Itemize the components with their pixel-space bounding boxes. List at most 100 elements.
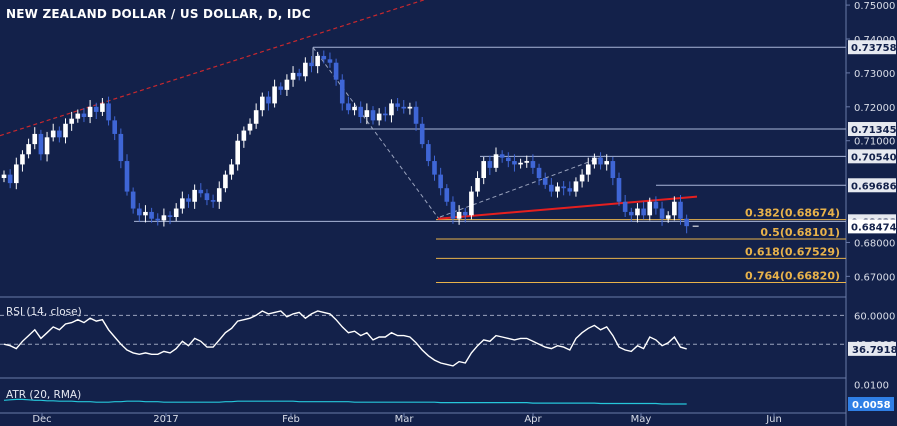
candle-body: [401, 106, 407, 109]
candle-body: [549, 184, 554, 192]
candle-body: [524, 161, 530, 163]
candle-body: [38, 133, 44, 155]
candle-body: [635, 208, 640, 216]
price-tag-label: 0.69686: [851, 181, 897, 192]
candle-body: [290, 72, 296, 80]
candle-body: [450, 201, 456, 219]
candle-body: [180, 198, 185, 209]
candle-body: [647, 201, 653, 216]
fib-level-label: 0.764(0.66820): [745, 269, 840, 282]
price-tick-label: 0.71000: [854, 137, 895, 148]
candle-body: [567, 188, 573, 192]
candle-body: [487, 161, 493, 168]
candle-body: [518, 162, 523, 165]
candle-body: [561, 186, 566, 189]
price-tag-box: [848, 122, 896, 137]
fib-level-label: 0.5(0.68101): [760, 226, 840, 239]
candle-body: [204, 193, 210, 201]
rsi-line: [3, 310, 687, 367]
candle-body: [678, 201, 683, 219]
candle-body: [346, 103, 351, 111]
candle-body: [44, 137, 50, 155]
candle-body: [641, 208, 646, 216]
atr-label: ATR (20, RMA): [6, 389, 82, 401]
candle-body: [579, 174, 585, 182]
candle-body: [339, 79, 345, 104]
candle-body: [327, 59, 333, 63]
candle-body: [161, 215, 167, 221]
candle-body: [173, 208, 179, 218]
price-tick-label: 0.72000: [854, 103, 895, 114]
fib-level-label: 0.618(0.67529): [745, 245, 840, 258]
candle-body: [284, 79, 290, 90]
candle-body: [296, 72, 302, 77]
candle-body: [112, 120, 117, 134]
time-tick-label: May: [631, 414, 652, 425]
candle-body: [506, 157, 511, 162]
candle-body: [100, 103, 105, 112]
candle-body: [659, 208, 665, 219]
candle-body: [536, 167, 542, 179]
time-tick-label: Dec: [32, 414, 51, 425]
price-tag-label: 0.71345: [851, 125, 897, 136]
candle-body: [309, 62, 314, 67]
candle-body: [684, 218, 689, 227]
price-tag-label: 0.73758: [851, 43, 897, 54]
candle-body: [118, 133, 124, 162]
price-tag-label: 0.70540: [851, 152, 897, 163]
candlesticks: [1, 50, 689, 234]
candle-body: [253, 110, 259, 124]
candle-body: [303, 62, 308, 77]
panel-frames: [0, 0, 847, 426]
candle-body: [426, 144, 431, 162]
price-tick-label: 0.75000: [854, 1, 895, 12]
candle-body: [130, 191, 136, 209]
atr-current-box: [848, 397, 894, 411]
time-tick-label: Jun: [765, 414, 782, 425]
candle-body: [395, 103, 400, 107]
candle-body: [14, 164, 19, 184]
candle-body: [26, 144, 31, 155]
candle-body: [186, 198, 191, 202]
axes: 0.750000.740000.730000.720000.710000.680…: [32, 1, 897, 425]
rising-support-line: [437, 195, 698, 220]
atr-tick-label: 0.0100: [854, 381, 889, 392]
candle-body: [260, 96, 265, 111]
time-tick-label: Apr: [524, 414, 542, 425]
candle-body: [358, 106, 363, 117]
candle-body: [481, 161, 486, 179]
rsi-tick-label: 60.0000: [854, 311, 895, 322]
candle-body: [143, 211, 148, 216]
candle-body: [419, 123, 425, 145]
candle-body: [364, 110, 370, 117]
candle-body: [432, 161, 437, 175]
candle-body: [629, 211, 634, 216]
candle-body: [592, 157, 597, 165]
chart-title: NEW ZEALAND DOLLAR / US DOLLAR, D, IDC: [6, 7, 311, 21]
candle-body: [137, 208, 142, 216]
candle-body: [413, 106, 419, 124]
candle-body: [469, 191, 474, 216]
candle-body: [573, 181, 579, 192]
candle-body: [352, 106, 357, 111]
candle-body: [462, 211, 468, 216]
candle-body: [622, 201, 628, 212]
candle-body: [653, 201, 659, 209]
candle-body: [475, 178, 480, 192]
candle-body: [266, 96, 271, 104]
candle-body: [321, 55, 327, 60]
candle-body: [106, 103, 111, 121]
candle-body: [444, 188, 450, 202]
candle-body: [604, 161, 609, 165]
candle-body: [438, 174, 443, 189]
price-tag-box: [848, 219, 896, 234]
candle-body: [610, 161, 616, 179]
candle-body: [223, 174, 228, 189]
candle-body: [198, 189, 204, 194]
time-tick-label: Mar: [395, 414, 415, 425]
candle-body: [370, 110, 376, 121]
candle-body: [598, 157, 603, 165]
candle-body: [665, 215, 671, 219]
indicators: [0, 310, 846, 405]
candle-body: [50, 130, 56, 138]
